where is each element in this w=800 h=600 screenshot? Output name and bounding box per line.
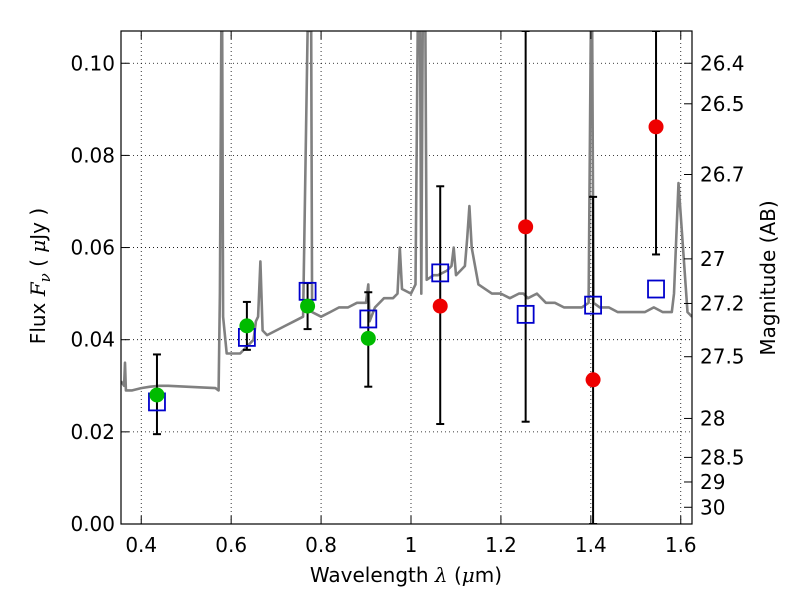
y2-tick-label: 27.5 [700, 345, 745, 369]
y-tick-label: 0.10 [70, 51, 115, 75]
x-tick-label: 1 [405, 533, 418, 557]
model-flux-square [584, 295, 602, 315]
detected-flux-point [239, 318, 255, 334]
plot-area [121, 31, 692, 524]
plot-frame [120, 30, 693, 525]
x-tick-label: 0.6 [215, 533, 247, 557]
axis-ticks: 0.4 0.6 0.8 1 1.2 1.4 1.6 0.00 0.02 0.04 0.06 0.08 0… [70, 31, 745, 557]
upper-flux-point [585, 372, 601, 388]
y2-tick-label: 26.5 [700, 92, 745, 116]
y-axis-title: Flux Fν ( μJy ) [26, 208, 54, 344]
y2-tick-label: 26.7 [700, 162, 745, 186]
x-tick-label: 0.4 [125, 533, 157, 557]
x-axis-title: Wavelength λ (μm) [310, 563, 502, 587]
detected-flux-point [360, 330, 376, 346]
y-tick-label: 0.04 [70, 328, 115, 352]
y2-tick-label: 29 [700, 470, 725, 494]
y-tick-label: 0.02 [70, 420, 115, 444]
model-flux-square [516, 304, 535, 324]
detected-flux-point [149, 387, 165, 403]
y-tick-label: 0.08 [70, 143, 115, 167]
upper-flux-point [518, 219, 534, 235]
x-tick-label: 0.8 [305, 533, 337, 557]
spectrum-line [121, 31, 692, 392]
y-tick-label: 0.06 [70, 236, 115, 260]
y2-tick-label: 27 [700, 247, 725, 271]
detected-flux-point [300, 298, 316, 314]
y2-tick-label: 28.5 [700, 445, 745, 469]
y2-tick-label: 26.4 [700, 51, 745, 75]
x-tick-label: 1.2 [485, 533, 517, 557]
y2-tick-label: 30 [700, 495, 725, 519]
y-tick-label: 0.00 [70, 512, 115, 536]
y2-axis-title: Magnitude (AB) [756, 200, 780, 355]
model-flux-square [431, 263, 450, 283]
y2-tick-label: 28 [700, 406, 725, 430]
upper-flux-point [432, 298, 448, 314]
grid-lines [121, 31, 692, 525]
x-tick-label: 1.6 [665, 533, 697, 557]
model-flux-square [647, 279, 665, 299]
upper-flux-point [648, 119, 664, 135]
x-tick-label: 1.4 [575, 533, 607, 557]
model-flux-square [359, 309, 378, 329]
y2-tick-label: 27.2 [700, 291, 745, 315]
